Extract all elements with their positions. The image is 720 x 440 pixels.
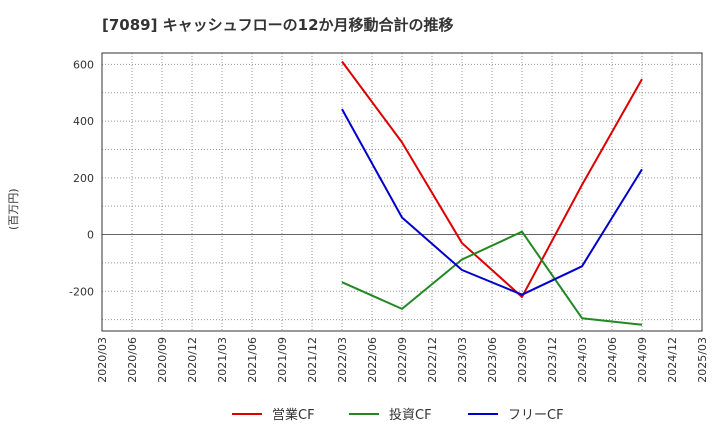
x-tick-label: 2023/09 (516, 337, 529, 383)
x-tick-label: 2020/09 (156, 337, 169, 383)
plot-frame (101, 52, 703, 332)
x-tick-label: 2020/06 (126, 337, 139, 383)
x-tick-label: 2024/12 (666, 337, 679, 383)
x-tick-label: 2022/09 (396, 337, 409, 383)
x-tick-label: 2022/03 (336, 337, 349, 383)
series-line (341, 230, 643, 326)
y-tick-label: 400 (73, 115, 94, 128)
x-tick-label: 2022/12 (426, 337, 439, 383)
series-line (341, 108, 643, 296)
x-tick-label: 2023/12 (546, 337, 559, 383)
x-tick-label: 2023/03 (456, 337, 469, 383)
y-tick-label: 200 (73, 172, 94, 185)
y-tick-label: 0 (87, 229, 94, 242)
y-axis-ticks: -200 0 200 400 600 (69, 58, 94, 298)
x-tick-label: 2021/09 (276, 337, 289, 383)
x-tick-label: 2025/03 (696, 337, 709, 383)
x-tick-label: 2021/03 (216, 337, 229, 383)
x-tick-label: 2022/06 (366, 337, 379, 383)
x-tick-label: 2021/06 (246, 337, 259, 383)
legend-label: フリーCF (508, 408, 564, 423)
series-lines (341, 60, 643, 326)
y-tick-label: 600 (73, 58, 94, 71)
x-axis-ticks: 2020/03 2020/06 2020/09 2020/12 2021/03 2021/… (96, 337, 709, 383)
x-tick-label: 2024/03 (576, 337, 589, 383)
x-tick-label: 2024/09 (636, 337, 649, 383)
x-tick-label: 2020/12 (186, 337, 199, 383)
y-tick-label: -200 (69, 285, 94, 298)
legend-label: 投資CF (389, 407, 432, 423)
legend: 営業CF 投資CF フリーCF (232, 407, 564, 423)
legend-label: 営業CF (272, 407, 315, 423)
x-tick-label: 2024/06 (606, 337, 619, 383)
x-tick-label: 2023/06 (486, 337, 499, 383)
grid-lines (101, 53, 703, 331)
x-tick-label: 2021/12 (306, 337, 319, 383)
series-line (341, 60, 643, 298)
x-tick-label: 2020/03 (96, 337, 109, 383)
chart-title: [7089] キャッシュフローの12か月移動合計の推移 (102, 16, 454, 34)
